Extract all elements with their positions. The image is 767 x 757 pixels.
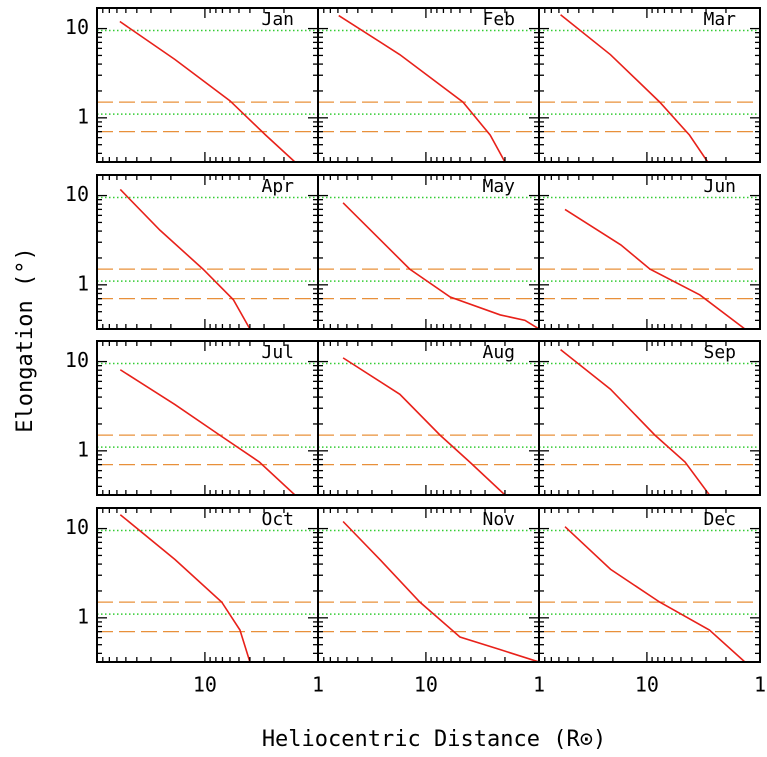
panel: 1 10 Jan — [65, 7, 319, 163]
x-tick-label: 1 — [312, 673, 324, 697]
panel-label: Oct — [261, 509, 294, 530]
curve — [342, 202, 539, 329]
panel-label: Feb — [482, 9, 515, 30]
panel: 10 1 1 10 Oct — [65, 507, 324, 697]
curve — [564, 526, 746, 662]
panel-label: Apr — [261, 176, 294, 197]
panel-label: May — [482, 176, 515, 197]
y-tick-label: 10 — [65, 15, 89, 39]
x-axis-label: Heliocentric Distance (R⊙) — [262, 727, 606, 752]
curve — [564, 208, 746, 329]
panel: 1 10 Apr — [65, 174, 319, 330]
panel: Feb — [317, 7, 540, 163]
x-tick-label: 10 — [635, 673, 659, 697]
panel-label: Nov — [482, 509, 515, 530]
panel: Jun — [538, 174, 761, 330]
y-tick-label: 10 — [65, 348, 89, 372]
curve — [342, 520, 539, 662]
panel: 1 10 Jul — [65, 340, 319, 496]
panel-frame — [538, 507, 761, 663]
panel-label: Sep — [703, 342, 736, 363]
panel-label: Mar — [703, 9, 736, 30]
x-tick-label: 1 — [533, 673, 545, 697]
panel-frame — [538, 174, 761, 330]
curve — [119, 188, 251, 329]
curve — [342, 357, 506, 495]
panel-frame — [538, 7, 761, 163]
curve — [119, 369, 296, 495]
y-tick-label: 1 — [77, 104, 89, 128]
panel-label: Jan — [261, 9, 294, 30]
panel-label: Jul — [261, 342, 294, 363]
panel-frame — [538, 340, 761, 496]
panel: Mar — [538, 7, 761, 163]
panel: May — [317, 174, 540, 330]
panel: Sep — [538, 340, 761, 496]
panel: Aug — [317, 340, 540, 496]
panel: 10 1 Nov — [317, 507, 545, 697]
y-tick-label: 1 — [77, 437, 89, 461]
y-axis-label: Elongation (°) — [13, 247, 38, 432]
curve — [119, 514, 251, 662]
x-tick-label: 1 — [754, 673, 766, 697]
panel-label: Aug — [482, 342, 515, 363]
y-tick-label: 1 — [77, 271, 89, 295]
panel-label: Dec — [703, 509, 736, 530]
x-tick-label: 10 — [414, 673, 438, 697]
panel: 10 1 Dec — [538, 507, 766, 697]
panel-label: Jun — [703, 176, 736, 197]
curve — [338, 14, 506, 162]
curve — [560, 349, 711, 495]
y-tick-label: 10 — [65, 182, 89, 206]
y-tick-label: 1 — [77, 604, 89, 628]
curve — [560, 14, 709, 162]
curve — [119, 20, 296, 162]
y-tick-label: 10 — [65, 515, 89, 539]
x-tick-label: 10 — [193, 673, 217, 697]
